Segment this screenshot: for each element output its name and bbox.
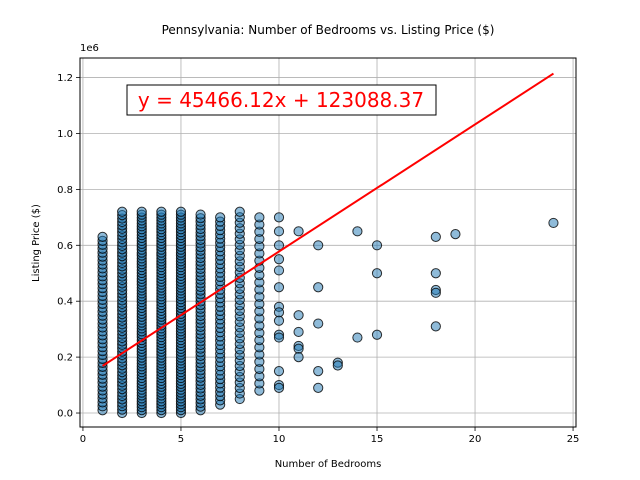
- data-point: [273, 382, 285, 393]
- data-point: [352, 226, 363, 237]
- data-points: [97, 206, 559, 419]
- data-point: [293, 352, 304, 363]
- data-point: [273, 315, 285, 326]
- data-point: [97, 231, 108, 243]
- data-point: [273, 265, 285, 276]
- data-point: [450, 229, 461, 240]
- data-point: [430, 268, 441, 279]
- y-tick-label: 1.0: [57, 129, 73, 140]
- data-point: [313, 382, 324, 393]
- data-point: [430, 321, 441, 332]
- data-point: [371, 268, 383, 279]
- grid-lines: [80, 58, 576, 427]
- data-point: [117, 206, 128, 217]
- y-offset-label: 1e6: [80, 43, 99, 54]
- data-point: [254, 212, 265, 223]
- x-tick-label: 0: [80, 434, 86, 445]
- regression-equation: y = 45466.12x + 123088.37: [138, 88, 424, 112]
- x-tick-label: 5: [178, 434, 184, 445]
- y-tick-label: 0.4: [57, 297, 73, 308]
- data-point: [273, 240, 285, 251]
- data-point: [352, 332, 363, 343]
- y-tick-label: 1.2: [57, 73, 73, 84]
- data-point: [293, 226, 304, 237]
- data-point: [313, 365, 324, 377]
- x-tick-label: 15: [371, 434, 384, 445]
- data-point: [175, 206, 187, 217]
- x-tick-label: 25: [567, 434, 580, 445]
- data-point: [273, 365, 285, 377]
- data-point: [234, 206, 245, 217]
- data-point: [273, 307, 285, 318]
- data-point: [313, 282, 324, 293]
- x-tick-label: 20: [469, 434, 482, 445]
- data-point: [430, 287, 441, 298]
- plot-frame: [79, 57, 577, 428]
- y-tick-label: 0.0: [57, 409, 73, 420]
- data-point: [371, 329, 383, 340]
- data-point: [332, 360, 343, 371]
- data-point: [273, 226, 285, 237]
- data-point: [313, 240, 324, 251]
- data-point: [313, 318, 324, 329]
- data-point: [273, 212, 285, 223]
- data-point: [548, 217, 559, 229]
- y-tick-label: 0.6: [57, 241, 73, 252]
- y-tick-label: 0.2: [57, 353, 73, 364]
- data-point: [293, 326, 304, 338]
- data-point: [293, 343, 304, 354]
- data-point: [273, 282, 285, 293]
- x-axis-ticks: 0 5 10 15 20 25: [80, 427, 580, 445]
- chart-title: Pennsylvania: Number of Bedrooms vs. Lis…: [162, 23, 495, 37]
- data-point: [430, 231, 441, 243]
- equation-box: [126, 84, 437, 116]
- data-point: [371, 240, 383, 251]
- regression-line: [102, 72, 554, 367]
- data-point: [156, 206, 167, 217]
- data-point: [136, 206, 147, 217]
- data-point: [273, 332, 285, 343]
- data-point: [293, 310, 304, 321]
- data-point: [273, 254, 285, 265]
- data-point: [195, 209, 206, 220]
- y-axis-label: Listing Price ($): [31, 204, 42, 282]
- data-point: [215, 212, 226, 223]
- y-axis-ticks: 0.0 0.2 0.4 0.6 0.8 1.0 1.2: [57, 73, 80, 420]
- x-axis-label: Number of Bedrooms: [275, 459, 382, 470]
- y-tick-label: 0.8: [57, 185, 73, 196]
- x-tick-label: 10: [273, 434, 286, 445]
